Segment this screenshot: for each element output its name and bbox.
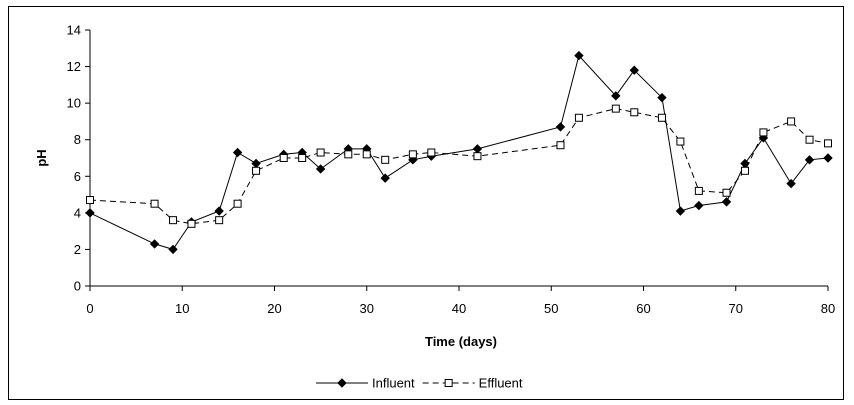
legend-influent-marker <box>337 378 347 388</box>
influent-point <box>232 147 243 158</box>
legend-effluent-marker <box>444 379 453 387</box>
effluent-point <box>611 104 620 113</box>
x-tick-label: 50 <box>544 301 558 316</box>
influent-point <box>149 239 160 249</box>
legend-effluent-label: Effluent <box>479 376 523 391</box>
influent-point <box>786 178 796 189</box>
effluent-point <box>722 188 731 197</box>
y-tick-label: 2 <box>74 242 81 257</box>
x-tick-label: 70 <box>729 301 743 316</box>
y-tick-label: 6 <box>74 169 81 184</box>
y-tick-label: 8 <box>74 132 81 147</box>
influent-point <box>380 173 390 183</box>
effluent-point <box>215 216 224 225</box>
effluent-point <box>427 148 436 157</box>
x-tick-label: 80 <box>821 301 835 316</box>
effluent-point <box>630 108 639 117</box>
x-tick-label: 10 <box>175 301 189 316</box>
x-tick-label: 20 <box>267 301 281 316</box>
effluent-point <box>759 128 768 137</box>
y-axis-title: pH <box>34 149 49 166</box>
y-tick-label: 12 <box>67 59 81 74</box>
effluent-point <box>676 137 685 146</box>
chart-frame <box>8 6 844 400</box>
x-axis-title: Time (days) <box>425 334 497 349</box>
effluent-point <box>473 152 482 161</box>
legend-influent-label: Influent <box>372 376 415 391</box>
effluent-point <box>574 113 583 122</box>
effluent-point <box>316 148 325 157</box>
effluent-point <box>694 186 703 195</box>
effluent-point <box>279 154 288 162</box>
effluent-point <box>556 141 565 150</box>
effluent-series <box>86 104 832 228</box>
effluent-point <box>187 219 196 228</box>
influent-point <box>804 155 815 165</box>
influent-point <box>168 244 178 255</box>
influent-point <box>694 200 704 211</box>
influent-point <box>472 144 483 154</box>
influent-line <box>89 54 829 250</box>
influent-point <box>721 197 732 207</box>
influent-point <box>823 153 833 163</box>
effluent-point <box>233 199 242 208</box>
influent-point <box>629 65 639 75</box>
effluent-point <box>344 150 353 159</box>
effluent-point <box>824 139 832 148</box>
influent-point <box>555 122 566 132</box>
x-tick-label: 60 <box>636 301 650 316</box>
effluent-point <box>169 216 178 225</box>
axes: 0 2 4 6 8 10 12 14 0 10 20 30 40 50 60 70 80 <box>67 23 836 317</box>
effluent-point <box>252 166 261 175</box>
effluent-point <box>740 166 749 175</box>
effluent-point <box>657 113 666 122</box>
influent-point <box>214 206 224 216</box>
effluent-point <box>362 150 371 159</box>
effluent-point <box>298 154 307 162</box>
effluent-point <box>805 135 814 144</box>
effluent-point <box>408 150 417 159</box>
influent-point <box>675 206 686 216</box>
influent-point <box>611 91 621 101</box>
effluent-line <box>89 108 829 225</box>
effluent-point <box>381 155 390 164</box>
influent-point <box>85 208 95 218</box>
influent-point <box>657 92 667 103</box>
x-tick-label: 0 <box>86 301 93 316</box>
influent-point <box>740 158 750 169</box>
x-tick-label: 30 <box>360 301 374 316</box>
effluent-point <box>150 199 159 208</box>
effluent-point <box>787 117 796 126</box>
y-tick-label: 0 <box>74 279 81 294</box>
y-tick-label: 10 <box>67 96 81 111</box>
x-tick-label: 40 <box>452 301 466 316</box>
legend: Influent Effluent <box>316 376 523 391</box>
influent-point <box>574 50 584 61</box>
influent-point <box>251 158 261 169</box>
y-tick-label: 4 <box>74 205 81 220</box>
y-tick-label: 14 <box>67 23 81 38</box>
effluent-point <box>86 196 94 205</box>
series-layer <box>85 50 833 255</box>
influent-point <box>315 164 326 174</box>
